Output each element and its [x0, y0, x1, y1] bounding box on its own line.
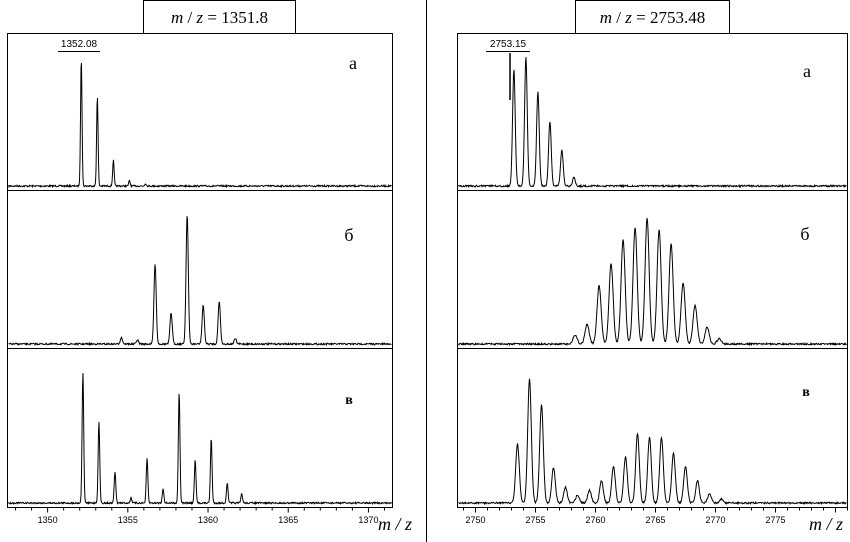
- left-chart-title: m / z = 1351.8: [171, 8, 268, 27]
- left-spectrum-panel: m / z = 1351.8 1352.08 а б в 1350 1355 136…: [7, 0, 412, 534]
- x-tick-label: 1360: [198, 515, 218, 525]
- x-tick-label: 1365: [278, 515, 298, 525]
- x-tick-label: 2770: [705, 515, 725, 525]
- x-tick-label: 1355: [118, 515, 138, 525]
- x-tick-label: 2750: [465, 515, 485, 525]
- right-trace-a: [458, 57, 847, 189]
- right-trace-v: [458, 378, 847, 506]
- right-spectrum-panel: m / z = 2753.48 2753.15 а б в 2750 2755 27…: [457, 0, 848, 534]
- left-trace-v: [8, 373, 392, 506]
- right-trace-b: [458, 218, 847, 347]
- x-tick-label: 2760: [585, 515, 605, 525]
- left-title-box: [143, 0, 296, 34]
- left-trace-a: [8, 63, 392, 189]
- left-peak-label: 1352.08: [61, 39, 98, 50]
- right-x-axis-label: m / z: [809, 514, 843, 534]
- left-series-label-a: а: [349, 53, 357, 73]
- right-series-label-b: б: [800, 224, 809, 244]
- right-chart-title: m / z = 2753.48: [600, 8, 705, 27]
- right-title-box: [575, 0, 730, 34]
- x-tick-label: 2765: [645, 515, 665, 525]
- left-x-ticks: 1350 1355 1360 1365 1370: [15, 507, 385, 525]
- right-peak-label: 2753.15: [490, 39, 527, 50]
- right-x-ticks: 2750 2755 2760 2765 2770 2775: [463, 507, 848, 525]
- left-trace-b: [8, 216, 392, 347]
- x-tick-label: 1370: [358, 515, 378, 525]
- left-x-axis-label: m / z: [378, 514, 412, 534]
- left-series-label-b: б: [344, 225, 353, 245]
- left-series-label-v: в: [345, 393, 353, 408]
- right-series-label-a: а: [803, 61, 811, 81]
- x-tick-label: 2755: [525, 515, 545, 525]
- right-frame: [457, 33, 848, 508]
- right-series-label-v: в: [802, 385, 810, 400]
- left-frame: [7, 33, 393, 508]
- x-tick-label: 1350: [38, 515, 58, 525]
- x-tick-label: 2775: [765, 515, 785, 525]
